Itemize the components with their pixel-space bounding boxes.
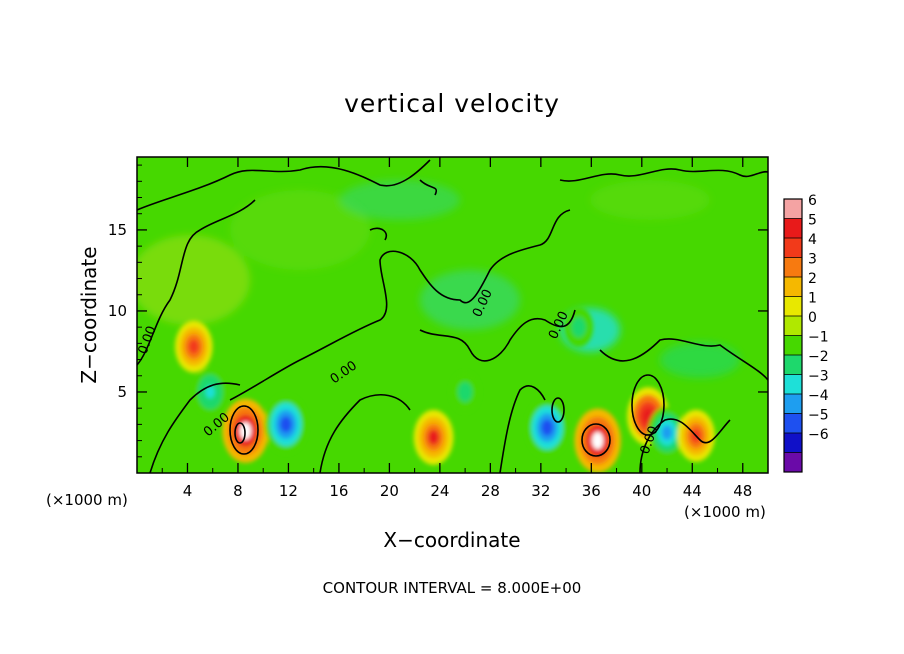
x-unit-left: (×1000 m): [46, 491, 128, 509]
contour-line: [419, 309, 576, 362]
contour-line: [559, 168, 768, 182]
x-tick-label: 20: [380, 482, 399, 500]
downdraft-cell: [461, 386, 470, 398]
x-tick-label: 24: [430, 482, 449, 500]
colorbar-swatch: [784, 238, 802, 258]
colorbar-label: −6: [808, 427, 829, 443]
contour-line: [551, 397, 565, 423]
colorbar-label: 2: [808, 271, 817, 287]
x-tick-label: 44: [683, 482, 702, 500]
colorbar-label: 3: [808, 252, 817, 268]
x-tick-label: 36: [582, 482, 601, 500]
x-tick-label: 32: [531, 482, 550, 500]
contour-line: [229, 405, 259, 455]
y-axis: 5 10 15: [108, 164, 768, 458]
colorbar-swatch: [784, 199, 802, 219]
downdraft-cell: [205, 385, 215, 399]
field-region: [660, 342, 740, 378]
colorbar-swatch: [784, 257, 802, 278]
contour-line: [419, 179, 438, 196]
colorbar-label: −2: [808, 349, 829, 365]
contour-line: [599, 338, 768, 381]
colorbar-label: 6: [808, 193, 817, 209]
x-axis: 4 8 12 16 20 24 28 32 36 40 44 48: [161, 157, 752, 500]
field-region: [420, 270, 520, 330]
y-tick-label: 5: [117, 383, 127, 401]
colorbar-label: 1: [808, 291, 817, 307]
colorbar-swatch: [784, 374, 802, 395]
colorbar-label: 0: [808, 310, 817, 326]
downdraft-cell: [280, 416, 292, 433]
colorbar-label: −1: [808, 330, 829, 346]
y-tick-label: 15: [108, 221, 127, 239]
x-tick-label: 4: [183, 482, 193, 500]
colorbar-swatch: [784, 452, 802, 473]
field-region: [590, 180, 710, 220]
colorbar-swatch: [784, 355, 802, 375]
y-tick-label: 10: [108, 302, 127, 320]
contour-line: [149, 382, 241, 473]
contour-interval-note: CONTOUR INTERVAL = 8.000E+00: [323, 579, 582, 597]
y-axis-label: Z−coordinate: [77, 246, 101, 383]
contour-line: [319, 394, 411, 473]
updraft-core: [592, 432, 603, 449]
contour-line: [229, 209, 571, 401]
contour-line: [499, 385, 546, 473]
downdraft-cell: [574, 321, 583, 333]
colorbar-swatch: [784, 335, 802, 356]
x-tick-label: 8: [233, 482, 243, 500]
contour-line: [631, 374, 665, 436]
colorbar-swatch: [784, 316, 802, 336]
colorbar-swatch: [784, 433, 802, 453]
colorbar-label: 5: [808, 213, 817, 229]
x-tick-label: 16: [329, 482, 348, 500]
contour-line: [369, 227, 388, 241]
contour-line: [137, 159, 431, 211]
contour-line: [234, 422, 246, 444]
x-axis-label: X−coordinate: [383, 528, 520, 552]
contour-line: [137, 199, 256, 366]
x-unit-right: (×1000 m): [684, 503, 766, 521]
plot-area: 0.00 0.00 0.00 0.00 0.00 0.00: [137, 157, 768, 473]
field-region: [137, 235, 250, 325]
colorbar-label: −3: [808, 369, 829, 385]
field-region: [230, 190, 370, 270]
contour-line: [639, 418, 731, 473]
field-region: [340, 180, 460, 220]
colorbar-swatch: [784, 277, 802, 297]
updraft-cell: [427, 429, 440, 446]
contour-line: [581, 423, 611, 457]
colorbar-label: 4: [808, 232, 817, 248]
colorbar-swatch: [784, 296, 802, 317]
colorbar-swatch: [784, 218, 802, 239]
x-tick-label: 48: [733, 482, 752, 500]
x-tick-label: 28: [481, 482, 500, 500]
downdraft-cell: [661, 425, 673, 440]
colorbar: 6 5 4 3 2 1 0 −1 −2 −3 −4 −5 −6: [783, 193, 829, 473]
colorbar-label: −5: [808, 408, 829, 424]
updraft-cell: [188, 339, 200, 354]
colorbar-swatch: [784, 413, 802, 434]
colorbar-label: −4: [808, 388, 829, 404]
downdraft-cell: [541, 419, 554, 436]
plot-frame: [136, 156, 769, 474]
x-tick-label: 12: [279, 482, 298, 500]
x-tick-label: 40: [632, 482, 651, 500]
contour-lines: [137, 159, 768, 473]
chart-title: vertical velocity: [344, 89, 560, 118]
colorbar-swatch: [784, 394, 802, 414]
